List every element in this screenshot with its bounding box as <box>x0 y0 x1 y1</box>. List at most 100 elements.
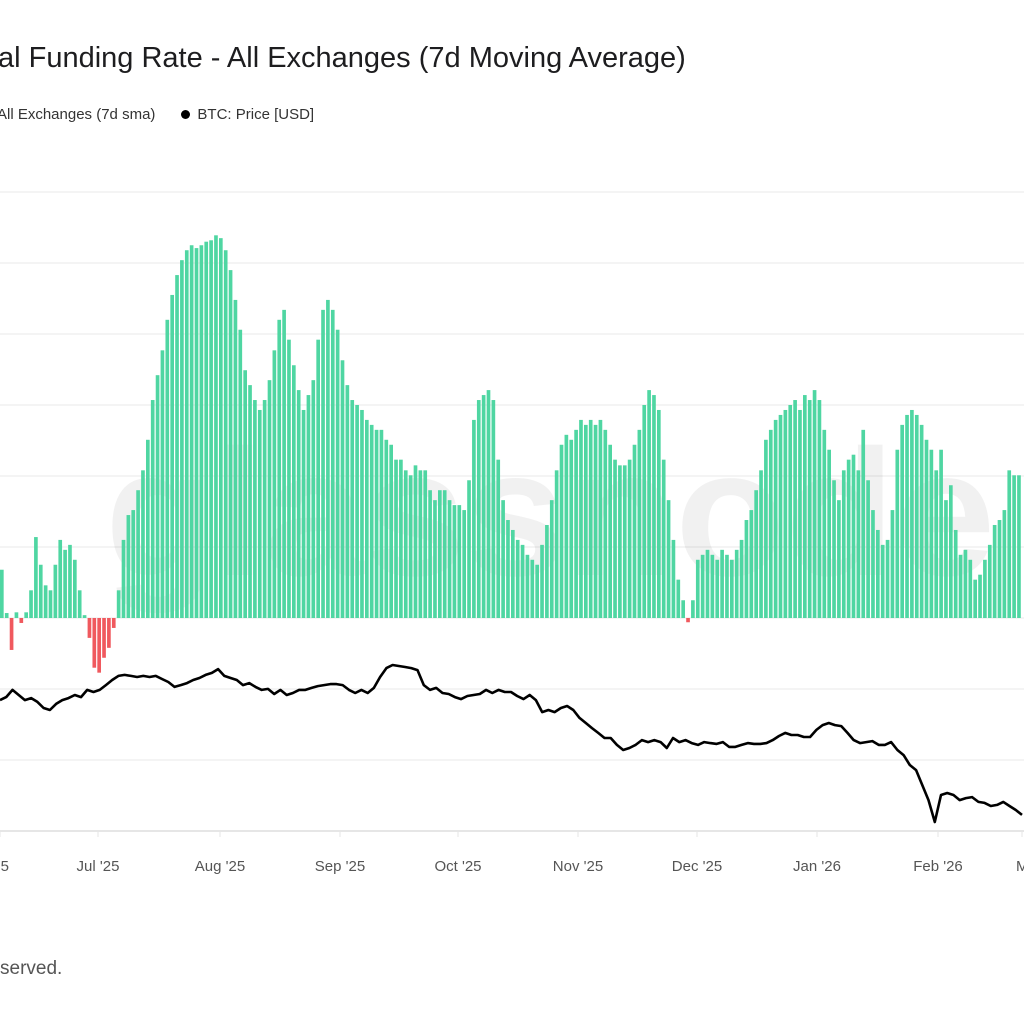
funding-bar <box>647 390 651 618</box>
funding-bar <box>146 439 150 618</box>
funding-bar <box>559 444 564 618</box>
funding-bar <box>394 459 398 618</box>
funding-bar <box>730 559 734 618</box>
funding-bar <box>773 419 778 618</box>
funding-bar <box>403 470 408 618</box>
funding-bar <box>997 520 1002 618</box>
funding-bar <box>296 390 301 618</box>
funding-bar <box>710 554 715 618</box>
funding-bar <box>399 459 403 618</box>
funding-bar <box>1012 475 1016 618</box>
funding-bar <box>82 615 87 618</box>
funding-bar <box>691 600 695 618</box>
funding-bar <box>219 238 223 618</box>
funding-bar <box>184 250 189 618</box>
x-tick-label: Sep '25 <box>315 858 365 875</box>
funding-bar <box>496 459 501 618</box>
funding-bar <box>9 618 14 650</box>
funding-bar <box>43 585 48 618</box>
funding-bar <box>652 395 656 618</box>
funding-bar <box>92 618 97 668</box>
funding-bar <box>856 470 861 618</box>
funding-bar <box>681 600 685 618</box>
funding-bar <box>622 465 627 618</box>
funding-bar <box>545 524 549 618</box>
funding-bar <box>720 549 724 618</box>
funding-bar <box>1007 470 1012 618</box>
funding-bar <box>783 409 788 618</box>
funding-bar <box>350 400 355 618</box>
funding-bar <box>452 505 457 618</box>
legend-item-funding[interactable]: All Exchanges (7d sma) <box>0 106 155 123</box>
funding-bar <box>253 400 257 618</box>
funding-bar <box>68 544 72 618</box>
funding-bar <box>73 559 77 618</box>
funding-bar <box>63 549 67 618</box>
funding-bar <box>277 319 282 618</box>
funding-bar <box>535 564 539 618</box>
funding-bar <box>379 429 384 618</box>
funding-bar <box>345 385 350 618</box>
funding-bar <box>744 520 749 618</box>
funding-bar <box>53 564 58 618</box>
funding-bar <box>958 554 963 618</box>
funding-bar <box>919 424 924 618</box>
funding-bar <box>554 470 559 618</box>
funding-bar <box>257 409 262 618</box>
funding-bar <box>165 319 170 618</box>
funding-bars <box>0 235 1021 673</box>
funding-bar <box>29 590 33 618</box>
funding-bar <box>126 515 131 618</box>
funding-bar <box>851 454 856 618</box>
funding-bar <box>38 564 43 618</box>
funding-bar <box>486 390 491 618</box>
footer-copyright: served. <box>0 958 63 979</box>
funding-bar <box>189 245 194 618</box>
funding-bar <box>413 465 418 618</box>
funding-bar <box>666 500 671 618</box>
funding-bar <box>97 618 101 673</box>
funding-bar <box>457 505 462 618</box>
funding-bar <box>326 299 330 618</box>
funding-bar <box>248 385 252 618</box>
funding-bar <box>360 409 364 618</box>
funding-bar <box>228 270 233 618</box>
funding-bar <box>170 294 174 618</box>
funding-bar <box>798 409 802 618</box>
funding-bar <box>603 429 608 618</box>
funding-bar <box>695 559 700 618</box>
funding-bar <box>584 424 588 618</box>
funding-bar <box>841 470 846 618</box>
funding-bar <box>861 429 866 618</box>
funding-bar <box>24 612 28 618</box>
funding-bar <box>506 520 510 618</box>
x-tick-label: Jul '25 <box>77 858 120 875</box>
funding-bar <box>900 424 904 618</box>
funding-bar <box>160 350 165 618</box>
funding-bar <box>973 579 977 618</box>
funding-bar <box>788 405 793 618</box>
funding-bar <box>876 529 880 618</box>
legend-item-price[interactable]: BTC: Price [USD] <box>181 106 314 123</box>
funding-bar <box>618 465 622 618</box>
funding-bar <box>598 419 603 618</box>
funding-bar <box>549 500 554 618</box>
funding-bar <box>768 429 773 618</box>
funding-bar <box>467 480 471 618</box>
funding-bar <box>764 439 768 618</box>
funding-bar <box>1002 510 1007 618</box>
funding-bar <box>725 554 729 618</box>
funding-bar <box>822 429 827 618</box>
funding-bar <box>812 390 817 618</box>
funding-bar <box>511 529 515 618</box>
funding-bar <box>837 500 841 618</box>
funding-bar <box>866 480 870 618</box>
funding-bar <box>715 559 720 618</box>
funding-bar <box>204 241 209 618</box>
funding-bar <box>749 510 754 618</box>
funding-bar <box>107 618 111 648</box>
funding-bar <box>442 490 447 618</box>
funding-bar <box>194 248 199 618</box>
funding-bar <box>58 539 63 618</box>
